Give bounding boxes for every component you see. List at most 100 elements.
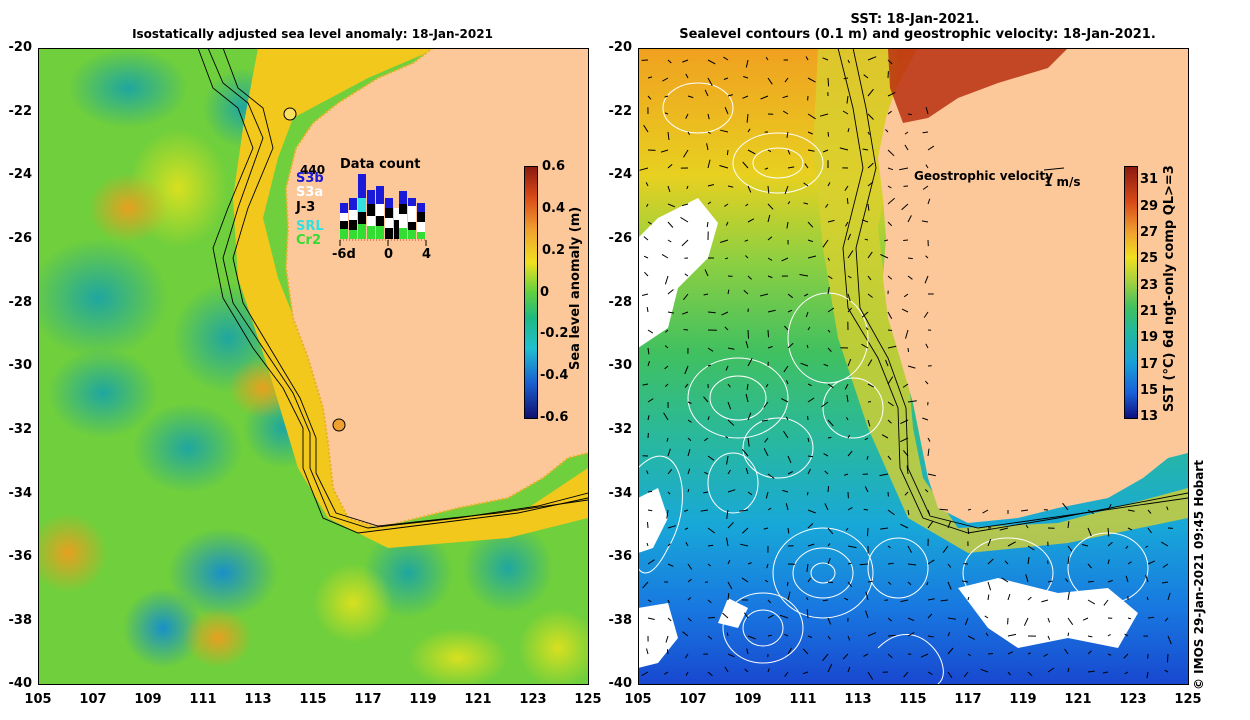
sla-colorbar	[524, 166, 538, 419]
left-map-frame	[38, 48, 589, 685]
imos-credit: © IMOS 29-Jan-2021 09:45 Hobart	[1192, 460, 1206, 690]
cloud-mask	[638, 198, 1138, 668]
left-x-tick: 109	[134, 692, 162, 707]
right-panel-title-line1: SST: 18-Jan-2021.	[850, 12, 980, 27]
hot-sst-north	[888, 48, 1068, 123]
sea-level-contours	[638, 82, 1149, 684]
left-y-tick: -32	[8, 422, 33, 437]
left-x-tick: 113	[244, 692, 272, 707]
right-x-tick: 113	[844, 692, 872, 707]
left-y-tick: -36	[8, 549, 33, 564]
right-y-tick: -36	[608, 549, 633, 564]
left-x-tick: 123	[519, 692, 547, 707]
right-x-tick: 115	[899, 692, 927, 707]
right-panel-title-line2: Sealevel contours (0.1 m) and geostrophi…	[679, 27, 1156, 42]
data-count-title: Data count	[340, 157, 420, 172]
sla-cb-tick: 0	[540, 285, 550, 300]
coastline	[284, 48, 588, 530]
tide-gauge-marker[interactable]	[283, 107, 297, 121]
sst-cb-tick: 21	[1140, 304, 1159, 319]
tide-gauge-marker[interactable]	[332, 418, 346, 432]
australia-land	[286, 48, 588, 528]
sst-cb-tick: 23	[1140, 278, 1159, 293]
legend-cr2: Cr2	[296, 233, 321, 248]
right-y-tick: -20	[608, 40, 633, 55]
sst-cb-tick: 13	[1140, 409, 1159, 424]
bathymetry-contours	[197, 48, 588, 534]
left-y-tick: -38	[8, 613, 33, 628]
left-x-tick: 111	[189, 692, 217, 707]
right-x-tick: 105	[624, 692, 652, 707]
right-y-tick: -40	[608, 676, 633, 691]
velocity-legend-label: Geostrophic velocity	[914, 169, 1053, 183]
right-y-tick: -28	[608, 295, 633, 310]
left-y-tick: -30	[8, 358, 33, 373]
sla-cb-tick: -0.2	[540, 326, 569, 341]
velocity-scale-label: 1 m/s	[1044, 175, 1081, 189]
right-x-tick: 121	[1064, 692, 1092, 707]
left-y-tick: -40	[8, 676, 33, 691]
left-x-tick: 121	[464, 692, 492, 707]
coastal-high-band	[233, 48, 588, 548]
data-count-xtick-start: -6d	[332, 247, 356, 262]
sla-cb-tick: 0.4	[542, 201, 566, 216]
left-x-tick: 105	[24, 692, 52, 707]
data-count-bars	[339, 174, 427, 246]
left-x-tick: 115	[299, 692, 327, 707]
velocity-scale-arrow	[1043, 167, 1065, 171]
data-count-max: 440	[300, 163, 325, 177]
right-x-tick: 107	[679, 692, 707, 707]
legend-s3a: S3a	[296, 185, 323, 200]
sst-cb-tick: 17	[1140, 357, 1159, 372]
sst-cb-tick: 27	[1140, 225, 1159, 240]
left-y-tick: -26	[8, 231, 33, 246]
legend-j3: J-3	[295, 200, 315, 215]
sla-cb-tick: -0.6	[540, 410, 569, 425]
sla-cb-tick: -0.4	[540, 368, 569, 383]
left-y-tick: -20	[8, 40, 33, 55]
right-x-tick: 117	[954, 692, 982, 707]
right-y-tick: -32	[608, 422, 633, 437]
left-y-tick: -34	[8, 486, 33, 501]
right-x-tick: 123	[1119, 692, 1147, 707]
velocity-arrows	[639, 56, 1174, 680]
sst-cb-tick: 31	[1140, 172, 1159, 187]
right-x-tick: 119	[1009, 692, 1037, 707]
data-count-xtick-zero: 0	[384, 247, 393, 262]
right-y-tick: -26	[608, 231, 633, 246]
left-y-tick: -28	[8, 295, 33, 310]
right-x-tick: 125	[1174, 692, 1202, 707]
right-y-tick: -30	[608, 358, 633, 373]
sla-cb-tick: 0.6	[542, 159, 566, 174]
data-count-xtick-end: 4	[422, 247, 431, 262]
legend-s3b: S3b	[296, 171, 324, 186]
legend-srl: SRL	[296, 219, 324, 234]
left-x-tick: 119	[409, 692, 437, 707]
left-x-tick: 107	[79, 692, 107, 707]
left-x-tick: 117	[354, 692, 382, 707]
sla-colorbar-label: Sea level anomaly (m)	[568, 206, 583, 370]
right-x-tick: 111	[789, 692, 817, 707]
left-y-tick: -24	[8, 167, 33, 182]
sst-cb-tick: 15	[1140, 383, 1159, 398]
right-map[interactable]: Geostrophic velocity 1 m/s	[638, 48, 1188, 684]
sla-field	[38, 48, 588, 684]
sst-cb-tick: 29	[1140, 199, 1159, 214]
data-count-inset: Data count 440 S3b S3a J-3 SRL Cr2 -6	[295, 157, 431, 262]
right-y-tick: -24	[608, 167, 633, 182]
bathymetry-contours	[837, 48, 1188, 534]
left-panel-title: Isostatically adjusted sea level anomaly…	[132, 27, 493, 41]
sst-colorbar-label: SST (°C) 6d ngt-only comp QL>=3	[1162, 165, 1177, 412]
right-x-tick: 109	[734, 692, 762, 707]
right-y-tick: -38	[608, 613, 633, 628]
sst-cb-tick: 25	[1140, 251, 1159, 266]
right-map-frame	[638, 48, 1189, 685]
sst-cb-tick: 19	[1140, 330, 1159, 345]
sst-colorbar	[1124, 166, 1138, 419]
right-y-tick: -22	[608, 104, 633, 119]
left-x-tick: 125	[574, 692, 602, 707]
left-y-tick: -22	[8, 104, 33, 119]
australia-land	[878, 48, 1188, 523]
left-map[interactable]: Data count 440 S3b S3a J-3 SRL Cr2 -6	[38, 48, 588, 684]
right-y-tick: -34	[608, 486, 633, 501]
